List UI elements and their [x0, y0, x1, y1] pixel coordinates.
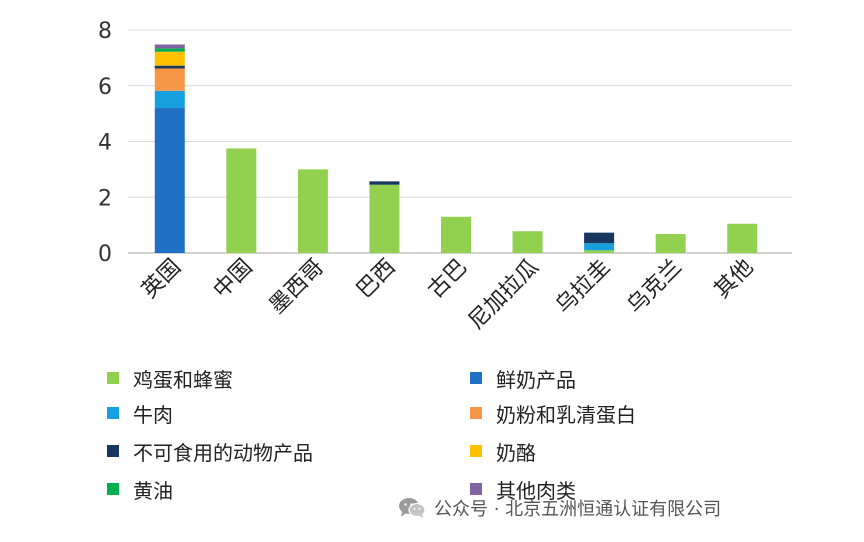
- y-tick-label: 4: [98, 131, 112, 156]
- y-tick-label: 2: [98, 186, 112, 211]
- x-tick-label: 英国: [137, 255, 186, 304]
- x-tick-label: 墨西哥: [265, 255, 329, 319]
- bar-墨西哥-鸡蛋和蜂蜜: [297, 169, 328, 253]
- bar-英国-奶酪: [154, 51, 185, 66]
- legend-label: 黄油: [133, 478, 173, 503]
- bar-英国-奶粉和乳清蛋白: [154, 68, 185, 91]
- bar-英国-黄油: [154, 48, 185, 52]
- legend-item: 鸡蛋和蜂蜜: [107, 365, 233, 392]
- legend-label: 不可食用的动物产品: [133, 440, 313, 465]
- legend-swatch: [470, 483, 482, 495]
- bars: [154, 44, 758, 253]
- bar-乌拉圭-牛肉: [584, 243, 615, 251]
- bar-英国-牛肉: [154, 90, 185, 109]
- legend-item: 奶粉和乳清蛋白: [470, 400, 636, 427]
- bar-古巴-鸡蛋和蜂蜜: [441, 216, 471, 253]
- legend-item: 黄油: [107, 476, 173, 503]
- x-tick-label: 乌拉圭: [551, 255, 615, 319]
- x-tick-label: 尼加拉瓜: [464, 255, 544, 335]
- legend-item: 奶酪: [470, 438, 536, 465]
- bar-乌拉圭-鸡蛋和蜂蜜: [584, 250, 615, 253]
- bar-乌克兰-鸡蛋和蜂蜜: [655, 234, 686, 253]
- x-tick-label: 古巴: [423, 255, 472, 304]
- legend-swatch: [107, 407, 119, 419]
- legend-item: 鲜奶产品: [470, 365, 576, 392]
- watermark-text: 公众号 · 北京五洲恒通认证有限公司: [434, 499, 722, 520]
- legend-swatch: [470, 445, 482, 457]
- legend-label: 其他肉类: [496, 478, 576, 503]
- legend-label: 奶粉和乳清蛋白: [496, 402, 636, 427]
- legend-swatch: [107, 372, 119, 384]
- legend-swatch: [107, 445, 119, 457]
- x-tick-label: 其他: [710, 255, 759, 304]
- x-tick-label: 中国: [209, 255, 258, 304]
- bar-英国-不可食用的动物产品: [154, 65, 185, 69]
- y-tick-label: 0: [98, 242, 112, 267]
- y-tick-label: 8: [98, 19, 112, 44]
- y-tick-label: 6: [98, 75, 112, 100]
- bar-其他-鸡蛋和蜂蜜: [727, 223, 758, 253]
- legend-label: 鲜奶产品: [496, 367, 576, 392]
- legend-swatch: [470, 407, 482, 419]
- bar-乌拉圭-不可食用的动物产品: [584, 232, 615, 244]
- y-axis-ticks: 0 2 4 6 8: [98, 19, 112, 267]
- legend-item: 其他肉类: [470, 476, 576, 503]
- bar-巴西-鸡蛋和蜂蜜: [369, 184, 400, 253]
- legend-label: 鸡蛋和蜂蜜: [133, 367, 233, 392]
- bar-英国-其他肉类: [154, 44, 185, 49]
- bar-尼加拉瓜-鸡蛋和蜂蜜: [512, 231, 543, 253]
- x-tick-label: 巴西: [352, 255, 401, 304]
- legend-item: 牛肉: [107, 400, 173, 427]
- x-tick-label: 乌克兰: [623, 255, 687, 319]
- bar-中国-鸡蛋和蜂蜜: [226, 148, 257, 253]
- bar-巴西-不可食用的动物产品: [369, 181, 400, 185]
- legend-label: 牛肉: [133, 402, 173, 427]
- legend-item: 不可食用的动物产品: [107, 438, 313, 465]
- wechat-icon: [399, 498, 426, 518]
- legend-label: 奶酪: [496, 440, 536, 465]
- watermark: 公众号 · 北京五洲恒通认证有限公司: [398, 494, 721, 522]
- legend-swatch: [470, 372, 482, 384]
- legend-swatch: [107, 483, 119, 495]
- bar-英国-鲜奶产品: [154, 108, 185, 253]
